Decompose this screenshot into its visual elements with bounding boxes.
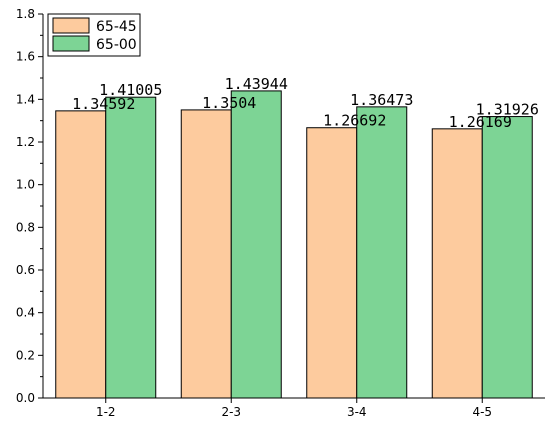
y-tick-label: 0.0 — [16, 391, 35, 405]
y-tick-label: 1.8 — [16, 7, 35, 21]
y-tick-label: 0.4 — [16, 306, 35, 320]
y-tick-label: 1.4 — [16, 92, 35, 106]
y-tick-label: 1.2 — [16, 135, 35, 149]
x-tick-label: 3-4 — [347, 405, 367, 419]
bar-65-45-2-3 — [180, 109, 232, 399]
x-tick-label: 2-3 — [221, 405, 241, 419]
bar-65-00-1-2 — [105, 96, 157, 399]
bar-65-00-3-4 — [356, 106, 408, 399]
data-label: 1.36473 — [350, 91, 413, 109]
bar-65-00-2-3 — [230, 90, 282, 399]
bar-65-45-1-2 — [55, 110, 107, 399]
data-label: 1.43944 — [225, 75, 288, 93]
y-tick-label: 1.6 — [16, 50, 35, 64]
data-label: 1.41005 — [99, 81, 162, 99]
bar-65-45-3-4 — [306, 127, 358, 399]
y-tick-label: 0.8 — [16, 220, 35, 234]
legend-label: 65-45 — [96, 19, 137, 35]
legend: 65-45 65-00 — [47, 13, 141, 57]
legend-swatch — [52, 17, 90, 34]
data-label: 1.26169 — [449, 113, 512, 131]
data-label: 1.3504 — [202, 94, 256, 112]
bar-65-45-4-5 — [431, 128, 483, 399]
x-tick-label: 4-5 — [472, 405, 492, 419]
y-tick-label: 1.0 — [16, 178, 35, 192]
y-tick-label: 0.6 — [16, 263, 35, 277]
bars — [55, 90, 533, 399]
y-axis: 0.0 0.2 0.4 0.6 0.8 1.0 1.2 1.4 1.6 1.8 — [16, 7, 44, 405]
x-tick-label: 1-2 — [96, 405, 116, 419]
legend-label: 65-00 — [96, 37, 137, 53]
data-label: 1.31926 — [476, 101, 539, 119]
legend-swatch — [52, 35, 90, 52]
y-tick-label: 0.2 — [16, 348, 35, 362]
data-label: 1.34592 — [72, 95, 135, 113]
data-label: 1.26692 — [323, 112, 386, 130]
bar-65-00-4-5 — [481, 116, 533, 399]
x-axis: 1-2 2-3 3-4 4-5 — [43, 397, 545, 419]
